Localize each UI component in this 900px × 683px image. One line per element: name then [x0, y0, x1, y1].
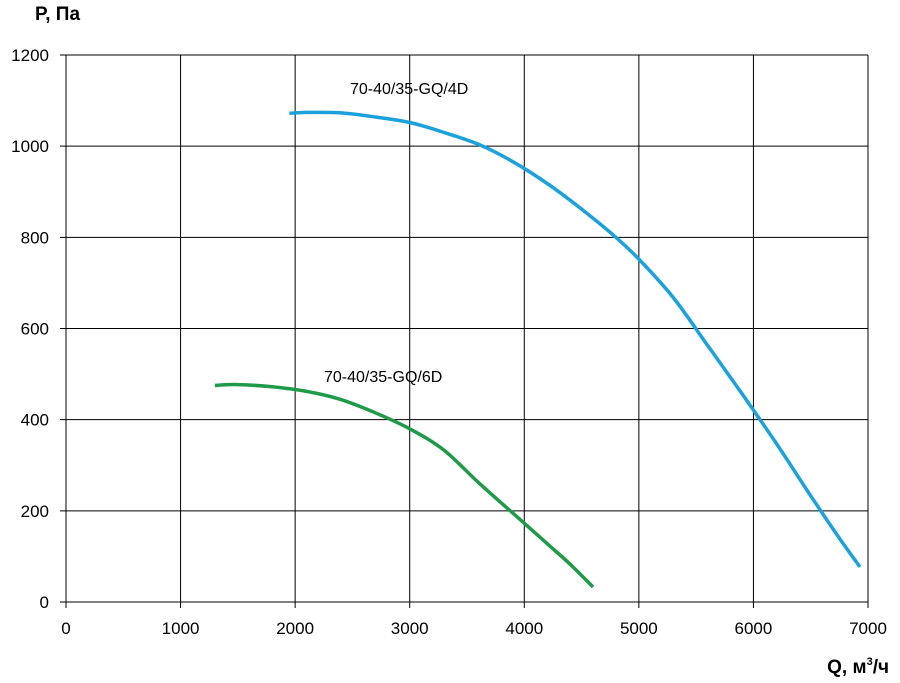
x-axis-title: Q, м3/ч: [827, 656, 889, 678]
series-label-0: 70-40/35-GQ/4D: [350, 81, 468, 98]
x-tick-label-6: 6000: [735, 619, 773, 638]
y-axis-title: P, Па: [35, 4, 80, 25]
x-tick-label-4: 4000: [505, 619, 543, 638]
x-axis-title-superscript: 3: [867, 656, 873, 668]
x-axis-title-main: Q, м: [827, 657, 866, 678]
grid-lines: [60, 54, 869, 608]
y-tick-label-5: 1000: [11, 137, 49, 156]
y-tick-label-6: 1200: [11, 46, 49, 65]
y-tick-label-1: 200: [21, 502, 49, 521]
x-tick-label-3: 3000: [391, 619, 429, 638]
series-line-1: [214, 382, 595, 589]
series-label-1: 70-40/35-GQ/6D: [324, 369, 442, 386]
x-tick-label-0: 0: [61, 619, 70, 638]
tick-labels: 0 1000 2000 3000 4000 5000 6000 7000 0 200 400 600 8…: [11, 46, 887, 638]
series-labels: 70-40/35-GQ/4D 70-40/35-GQ/6D: [324, 81, 468, 386]
y-tick-label-0: 0: [40, 593, 49, 612]
x-tick-label-5: 5000: [620, 619, 658, 638]
y-tick-label-4: 800: [21, 228, 49, 247]
x-tick-label-1: 1000: [162, 619, 200, 638]
series-lines: [214, 110, 862, 589]
x-tick-label-2: 2000: [276, 619, 314, 638]
x-tick-label-7: 7000: [849, 619, 887, 638]
y-tick-label-2: 400: [21, 411, 49, 430]
series-line-0: [289, 110, 862, 568]
x-axis-title-suffix: /ч: [873, 657, 889, 678]
y-tick-label-3: 600: [21, 320, 49, 339]
